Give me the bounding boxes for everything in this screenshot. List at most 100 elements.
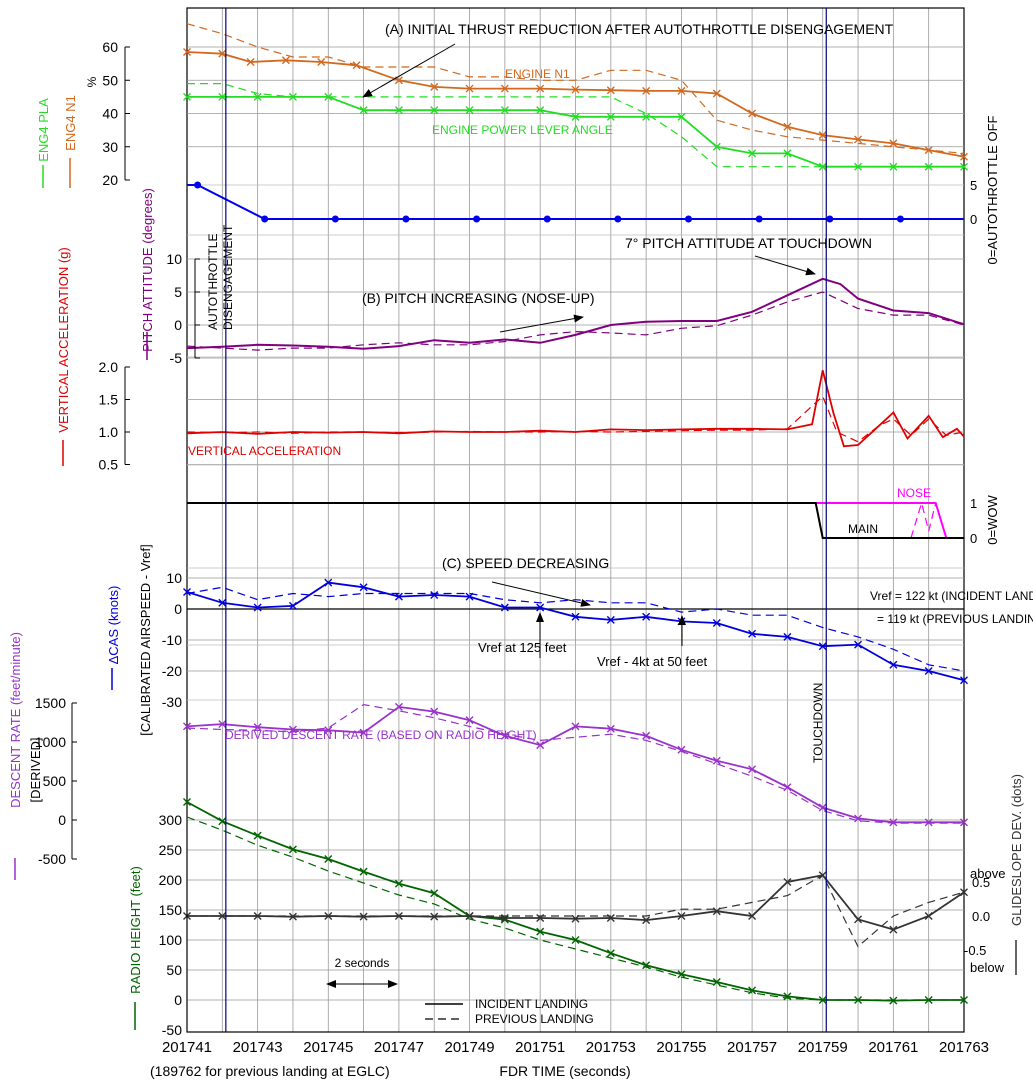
x-tick-label: 201753	[586, 1039, 636, 1056]
gs-point	[324, 912, 333, 920]
rh-previous-line	[186, 816, 964, 1001]
cas-point	[394, 592, 403, 601]
cas-tick-label: 10	[166, 570, 182, 586]
touchdown-pitch-annotation: 7° PITCH ATTITUDE AT TOUCHDOWN	[625, 235, 872, 251]
gs-below-label: below	[970, 960, 1005, 975]
gs-tick-label: 0.5	[972, 875, 990, 890]
cas-point	[712, 618, 721, 627]
pla-point	[606, 112, 615, 121]
va-tick-label: 1.0	[99, 424, 119, 440]
gs-point	[253, 912, 262, 920]
cas-tick-label: -10	[162, 632, 182, 648]
n1-axis-label: ENG4 N1	[63, 95, 78, 151]
pla-annotation: ENGINE POWER LEVER ANGLE	[432, 123, 613, 137]
dr-annotation: DERIVED DESCENT RATE (BASED ON RADIO HEI…	[225, 728, 537, 742]
pla-point	[536, 106, 545, 115]
n1-point	[281, 56, 290, 65]
engine-tick-label: 20	[102, 172, 118, 188]
dr-tick-label: -500	[38, 851, 66, 867]
gs-point	[783, 878, 792, 886]
pla-point	[394, 106, 403, 115]
wow-nose-previous-line	[910, 500, 937, 539]
engine-tick-label: 30	[102, 139, 118, 155]
wow-label: 0=WOW	[985, 495, 1000, 545]
n1-point	[465, 84, 474, 93]
cas-point	[642, 612, 651, 621]
rh-tick-label: 200	[159, 872, 183, 888]
gs-point	[394, 912, 403, 920]
x-axis-note: (189762 for previous landing at EGLC)	[150, 1063, 390, 1079]
rh-tick-label: 50	[166, 962, 182, 978]
cas-point	[218, 598, 227, 607]
n1-point	[960, 152, 968, 161]
dr-point	[394, 702, 403, 711]
vref-50-label: Vref - 4kt at 50 feet	[597, 654, 707, 669]
autothrottle-point	[473, 215, 481, 223]
x-tick-label: 201749	[445, 1039, 495, 1056]
cas-point	[606, 615, 615, 624]
dr-point	[960, 818, 968, 827]
pla-point	[960, 162, 968, 171]
cas-tick-label: -20	[162, 663, 182, 679]
cas-previous-line	[186, 586, 965, 672]
dr-point	[253, 723, 262, 732]
pitch-incident-line	[186, 277, 965, 350]
dr-point	[677, 745, 686, 754]
touchdown-label: TOUCHDOWN	[811, 683, 825, 763]
engine-tick-label: 40	[102, 106, 118, 122]
x-tick-label: 201763	[939, 1039, 989, 1056]
pitch-tick-label: 10	[166, 251, 182, 267]
dr-axis-label: DESCENT RATE (feet/minute)	[8, 632, 23, 808]
cas-point	[854, 640, 863, 649]
pitch-previous-line	[186, 291, 965, 351]
rh-tick-label: -50	[162, 1022, 182, 1038]
n1-point	[748, 109, 757, 118]
dr-point	[500, 731, 509, 740]
n1-point	[712, 89, 721, 98]
dr-point	[430, 707, 439, 716]
rh-point	[818, 996, 827, 1004]
dr-point	[712, 756, 721, 765]
gs-point	[889, 925, 898, 934]
gs-point	[288, 912, 297, 921]
n1-point	[218, 49, 227, 58]
dr-point	[218, 720, 227, 729]
rh-point	[924, 996, 933, 1004]
x-tick-label: 201761	[868, 1039, 918, 1056]
autothrottle-point	[194, 181, 202, 189]
dr-tick-label: 1500	[35, 695, 66, 711]
pla-point	[712, 142, 721, 151]
dr-point	[924, 818, 933, 827]
va-tick-label: 2.0	[99, 359, 119, 375]
autothrottle-point	[402, 215, 410, 223]
at-tick-label: 0	[970, 212, 977, 227]
gs-point	[642, 916, 651, 925]
rh-point	[854, 996, 863, 1004]
autothrottle-point	[826, 215, 834, 223]
gs-point	[677, 912, 686, 920]
annotation-c-arrow	[491, 581, 591, 607]
autothrottle-point	[543, 215, 551, 223]
dr-point	[536, 741, 545, 750]
rh-tick-label: 0	[174, 992, 182, 1008]
pla-point	[359, 106, 368, 115]
cas-tick-label: -30	[162, 694, 182, 710]
gs-point	[854, 915, 863, 924]
gs-point	[960, 888, 968, 897]
va-tick-label: 0.5	[99, 457, 119, 473]
cas-point	[924, 667, 933, 675]
rh-point	[677, 970, 686, 979]
pla-point	[677, 112, 686, 121]
gs-axis-label: GLIDESLOPE DEV. (dots)	[1009, 774, 1024, 926]
n1-point	[352, 61, 361, 70]
dr-tick-label: 1000	[35, 734, 66, 750]
rh-point	[642, 961, 651, 970]
dr-tick-label: 500	[43, 773, 67, 789]
pla-axis-label: ENG4 PLA	[36, 98, 51, 162]
pla-point	[183, 92, 191, 101]
gs-above-label: above	[970, 866, 1005, 881]
grid	[186, 7, 965, 1033]
vref-125-label: Vref at 125 feet	[478, 640, 567, 655]
pla-point	[748, 149, 757, 158]
annotation-a-arrow	[362, 43, 456, 98]
